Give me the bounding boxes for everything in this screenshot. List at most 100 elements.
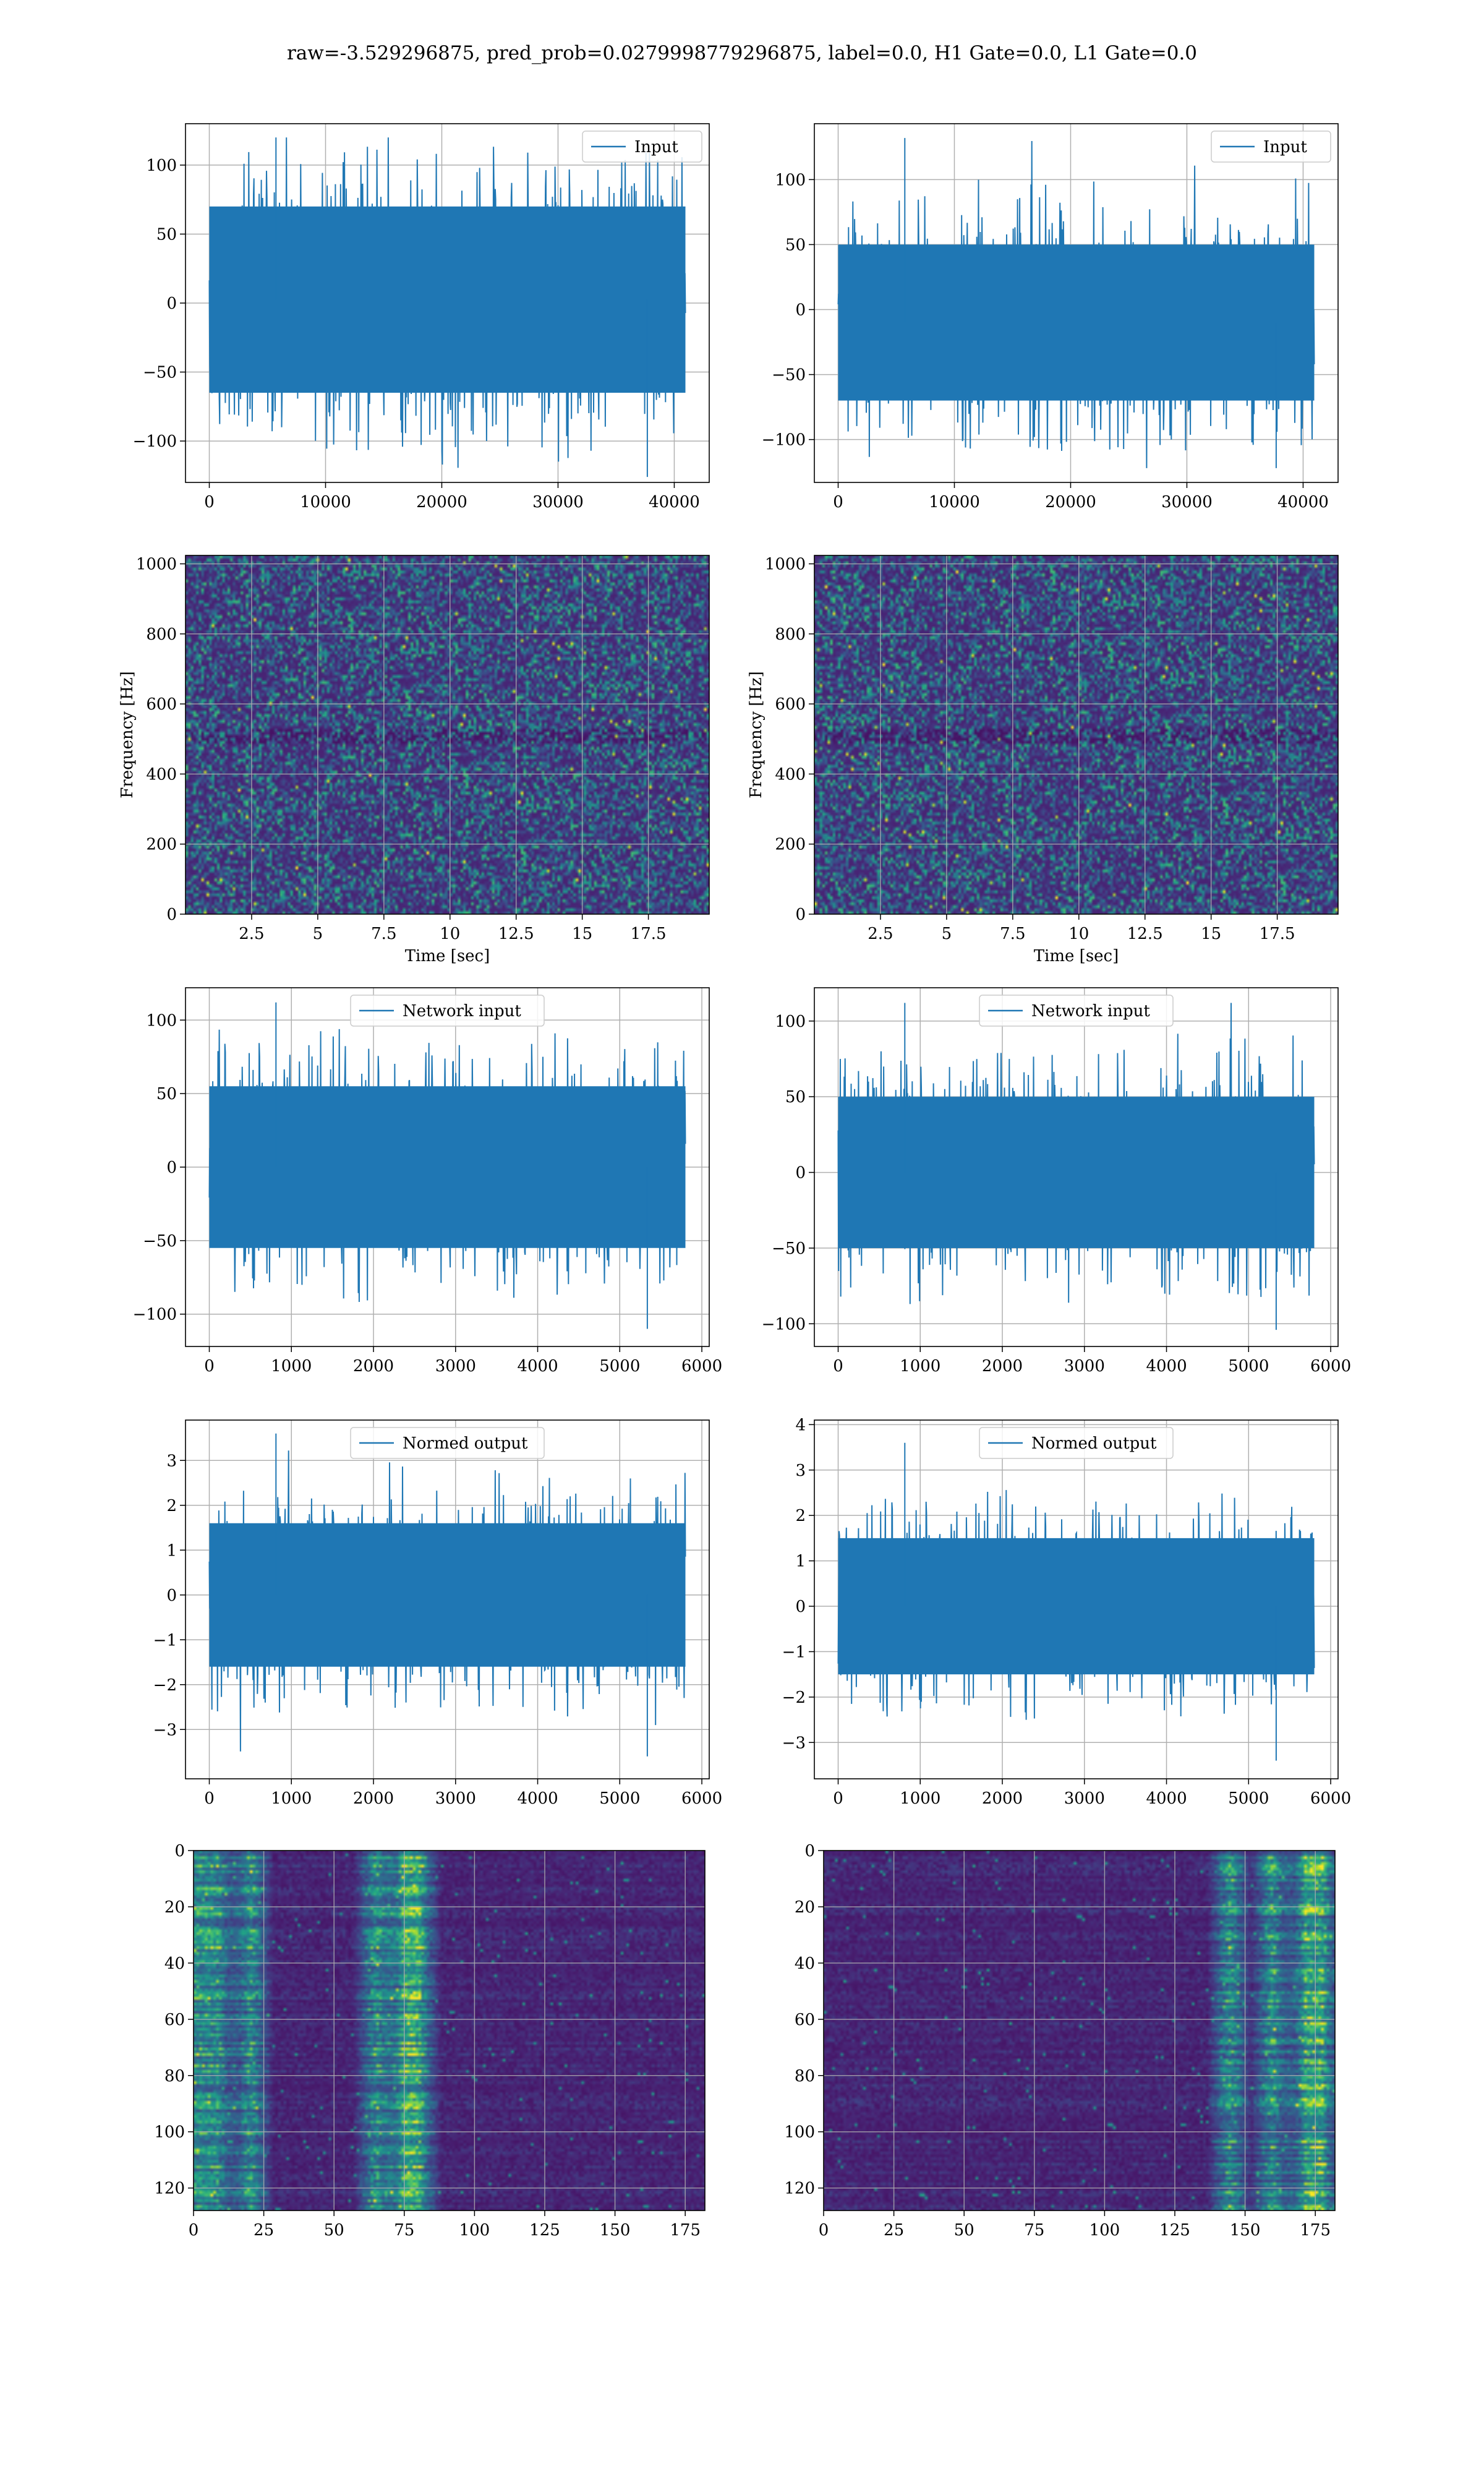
y-tick-label: 80 [164,2067,185,2086]
x-tick-label: 100 [1090,2221,1120,2240]
panel-row1-left: Input 0 10000 20000 30000 40000 −100 −50 0 50 100 [133,123,710,511]
x-tick-label: 50 [324,2221,344,2240]
x-tick-label: 15 [572,925,592,943]
y-tick-label: 0 [795,301,806,320]
y-tick-label: 100 [154,2123,185,2142]
series-core-band [838,244,1315,401]
y-tick-label: 0 [166,294,177,313]
y-tick-label: −100 [762,431,806,450]
y-tick-label: −50 [143,1232,177,1251]
x-tick-label: 175 [1300,2221,1331,2240]
y-tick-label: 400 [146,765,177,784]
x-axis-label: Time [sec] [405,947,490,965]
y-tick-label: 100 [146,1011,177,1030]
axes-frame [823,1850,1336,2211]
heatmap-image [186,555,709,914]
x-tick-label: 5000 [599,1357,640,1376]
x-tick-label: 20000 [416,493,467,511]
x-tick-label: 30000 [532,493,584,511]
x-tick-label: 3000 [1064,1357,1105,1376]
x-axis-label: Time [sec] [1034,947,1119,965]
axes-frame [193,1850,706,2211]
y-tick-label: 0 [795,905,806,924]
x-tick-label: 1000 [900,1789,940,1808]
x-tick-label: 12.5 [1127,925,1163,943]
y-tick-label: −50 [772,1239,806,1258]
x-tick-label: 2000 [353,1357,394,1376]
x-tick-label: 150 [600,2221,631,2240]
x-tick-label: 125 [529,2221,560,2240]
y-tick-label: 120 [154,2180,185,2198]
x-tick-label: 3000 [435,1357,476,1376]
panel-row4-right: Normed output 0 1000 2000 3000 4000 5000 6000 −3… [782,1416,1351,1808]
x-tick-label: 75 [394,2221,414,2240]
y-tick-label: 3 [166,1452,177,1470]
x-tick-label: 15 [1201,925,1221,943]
y-tick-label: 800 [146,625,177,644]
y-tick-label: 4 [795,1416,806,1434]
y-tick-label: −100 [133,432,177,451]
x-tick-label: 10 [1068,925,1089,943]
legend-label: Input [1263,138,1307,156]
x-tick-label: 2.5 [239,925,264,943]
y-tick-label: 1000 [136,555,177,574]
legend-label: Input [634,138,678,156]
x-tick-label: 6000 [1310,1357,1351,1376]
y-tick-label: 200 [775,836,806,854]
x-tick-label: 7.5 [1000,925,1025,943]
y-tick-label: 1 [795,1552,806,1571]
axes-frame [814,555,1339,915]
x-tick-label: 40000 [649,493,700,511]
x-tick-label: 3000 [1064,1789,1105,1808]
y-tick-label: 0 [795,1164,806,1183]
x-tick-label: 25 [884,2221,904,2240]
x-tick-label: 0 [204,1789,215,1808]
x-tick-label: 2000 [353,1789,394,1808]
x-tick-label: 25 [254,2221,274,2240]
x-tick-label: 17.5 [1260,925,1295,943]
x-tick-label: 1000 [271,1357,312,1376]
y-tick-label: 40 [795,1954,815,1973]
y-tick-label: 0 [166,905,177,924]
y-tick-label: 0 [174,1842,185,1860]
y-tick-label: 100 [775,171,806,189]
y-axis-label: Frequency [Hz] [118,671,137,798]
x-tick-label: 175 [670,2221,701,2240]
x-tick-label: 5 [942,925,952,943]
x-tick-label: 2.5 [868,925,893,943]
legend [350,1427,545,1459]
axes-frame [185,1419,710,1779]
x-tick-label: 10000 [300,493,351,511]
y-tick-label: 0 [804,1842,815,1860]
x-tick-label: 100 [459,2221,490,2240]
axes-frame [814,123,1339,483]
legend-label: Network input [1031,1002,1150,1021]
x-tick-label: 4000 [517,1357,558,1376]
y-tick-label: 40 [164,1954,185,1973]
x-tick-label: 150 [1230,2221,1261,2240]
y-tick-label: 60 [795,2011,815,2029]
panel-row5-right: 0 20 40 60 80 100 120 0 25 50 75 100 125 150 175 [784,1842,1336,2240]
x-tick-label: 12.5 [498,925,534,943]
y-tick-label: 800 [775,625,806,644]
x-tick-label: 17.5 [631,925,667,943]
x-tick-label: 6000 [681,1789,722,1808]
figure-title: raw=-3.529296875, pred_prob=0.0279998779… [286,42,1198,64]
y-tick-label: 20 [164,1898,185,1917]
x-tick-label: 5 [313,925,323,943]
axes-frame [814,1419,1339,1779]
y-tick-label: 0 [795,1598,806,1616]
y-tick-label: −2 [153,1676,177,1695]
series-core-band [209,1086,686,1248]
x-tick-label: 3000 [435,1789,476,1808]
heatmap-image [824,1851,1335,2211]
y-tick-label: 0 [166,1586,177,1605]
legend-label: Normed output [1031,1434,1157,1453]
x-tick-label: 20000 [1045,493,1096,511]
panel-row1-right: Input 0 10000 20000 30000 40000 −100 −50 0 50 100 [762,123,1339,511]
y-tick-label: 3 [795,1462,806,1480]
y-tick-label: 1 [166,1541,177,1560]
x-tick-label: 10000 [929,493,980,511]
y-tick-label: 100 [146,156,177,175]
